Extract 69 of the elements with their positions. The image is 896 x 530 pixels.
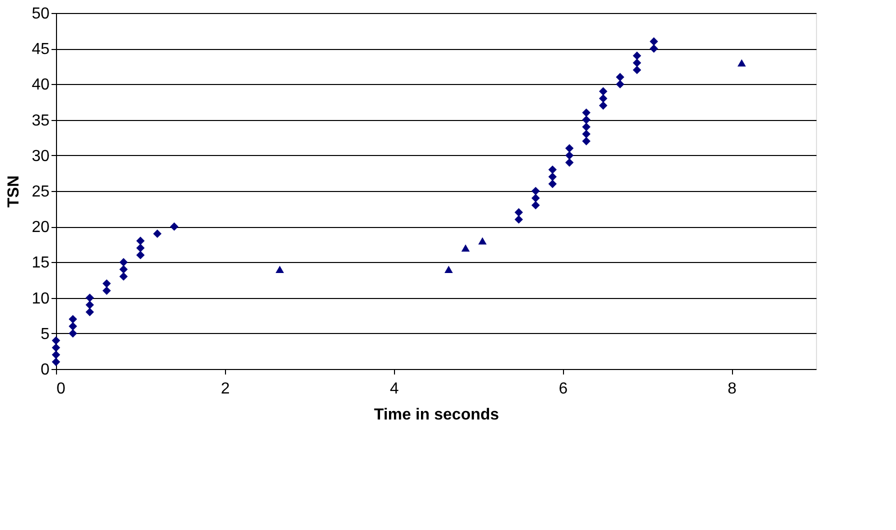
y-tick-label: 30 xyxy=(32,148,50,165)
point xyxy=(531,186,540,196)
point xyxy=(52,336,60,345)
point xyxy=(52,350,60,359)
point xyxy=(514,215,523,224)
point xyxy=(616,80,624,88)
point xyxy=(68,329,78,338)
point xyxy=(153,230,162,238)
point xyxy=(738,59,746,66)
point xyxy=(531,194,540,202)
y-tick-label: 50 xyxy=(32,6,50,22)
point xyxy=(565,158,574,167)
point xyxy=(632,58,642,68)
point xyxy=(548,172,557,181)
point xyxy=(86,300,94,310)
point xyxy=(444,266,453,273)
point xyxy=(86,308,94,316)
x-tick-label: 0 xyxy=(56,380,66,398)
point xyxy=(119,258,128,266)
y-tick-label: 10 xyxy=(32,290,50,308)
point xyxy=(102,279,111,288)
point xyxy=(119,272,128,281)
point xyxy=(52,358,60,366)
point xyxy=(119,265,128,274)
point xyxy=(531,201,540,210)
y-tick-label: 35 xyxy=(32,112,50,130)
point xyxy=(616,72,624,82)
point xyxy=(136,244,145,252)
point xyxy=(582,130,590,138)
y-axis-title: TSN xyxy=(6,176,23,208)
point xyxy=(276,266,284,273)
point xyxy=(461,244,470,252)
y-tick-label: 40 xyxy=(32,76,50,94)
point xyxy=(136,250,145,260)
point xyxy=(582,108,590,117)
point xyxy=(68,322,78,330)
point xyxy=(565,151,574,160)
point xyxy=(102,286,111,295)
x-tick-label: 6 xyxy=(558,380,568,398)
point xyxy=(582,136,590,146)
point xyxy=(170,222,178,231)
point xyxy=(478,237,487,244)
point xyxy=(582,122,590,132)
y-tick-label: 15 xyxy=(32,254,50,272)
y-tick-label: 5 xyxy=(40,326,50,343)
point xyxy=(136,236,145,246)
x-tick-label: 8 xyxy=(728,380,737,398)
point xyxy=(632,52,642,60)
point xyxy=(599,87,608,96)
y-tick-label: 25 xyxy=(32,184,50,200)
x-axis-title: Time in seconds xyxy=(374,406,500,424)
point xyxy=(599,94,608,103)
point xyxy=(599,101,608,110)
y-tick-label: 20 xyxy=(32,219,50,236)
point xyxy=(52,343,60,352)
point xyxy=(650,44,658,53)
point xyxy=(548,180,557,188)
y-tick-label: 45 xyxy=(32,41,50,58)
point xyxy=(548,165,557,174)
point xyxy=(632,66,642,74)
y-tick-label: 0 xyxy=(40,362,50,378)
x-tick-label: 4 xyxy=(390,380,399,398)
x-tick-label: 2 xyxy=(220,380,230,398)
point xyxy=(582,116,590,124)
point xyxy=(565,144,574,152)
point xyxy=(650,37,658,46)
point xyxy=(68,314,78,324)
point xyxy=(514,208,523,217)
point xyxy=(86,294,94,302)
